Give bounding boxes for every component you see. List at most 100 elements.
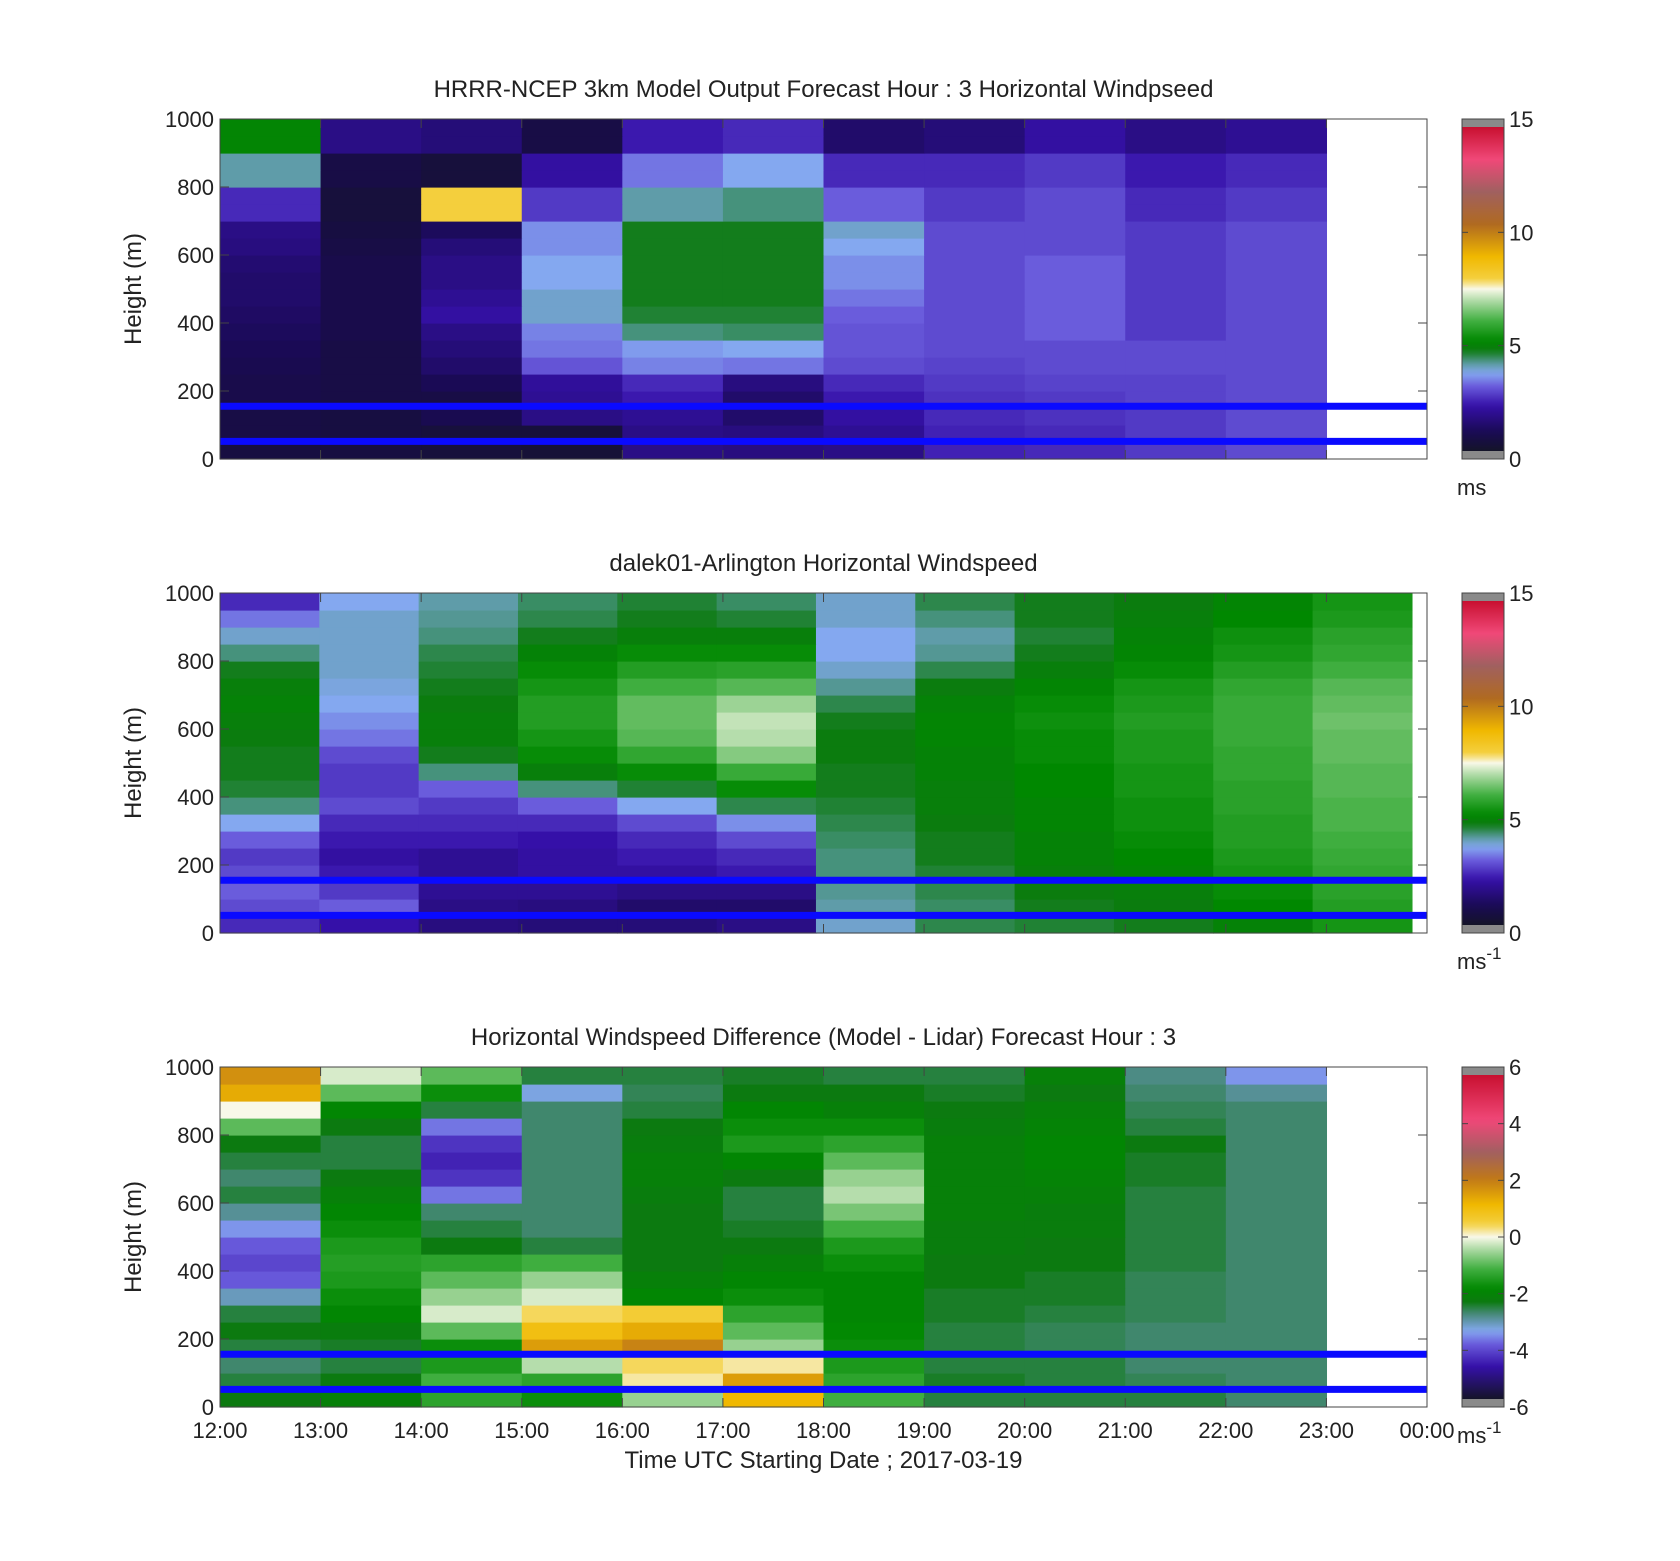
heatmap-cell xyxy=(924,272,1026,290)
heatmap-cell xyxy=(1024,1135,1126,1153)
heatmap-cell xyxy=(915,644,1016,662)
heatmap-cell xyxy=(722,408,825,426)
heatmap-cell xyxy=(1225,1203,1328,1221)
heatmap-cell xyxy=(220,780,320,798)
heatmap-cell xyxy=(220,661,320,679)
y-tick-label: 800 xyxy=(177,649,214,674)
heatmap-cell xyxy=(421,1390,523,1408)
colorbar-tick-label: 0 xyxy=(1509,447,1521,472)
heatmap-cell xyxy=(815,593,916,611)
heatmap-cell xyxy=(924,1390,1026,1408)
heatmap-cell xyxy=(1225,1390,1328,1408)
colorbar-unit-base: ms xyxy=(1457,949,1486,974)
colorbar-gradient xyxy=(1462,127,1504,451)
heatmap-cell xyxy=(617,678,718,696)
heatmap-cell xyxy=(823,119,925,137)
heatmap-cell xyxy=(220,170,322,188)
heatmap-cell xyxy=(915,593,1016,611)
heatmap-cell xyxy=(915,610,1016,628)
heatmap-cell xyxy=(517,712,618,730)
heatmap-cell xyxy=(823,1220,925,1238)
heatmap-cell xyxy=(517,678,618,696)
heatmap-cell xyxy=(1024,1118,1126,1136)
heatmap-cell xyxy=(320,1271,422,1289)
x-tick-label: 16:00 xyxy=(595,1418,650,1443)
heatmap-cell xyxy=(815,644,916,662)
heatmap-cell xyxy=(319,780,420,798)
heatmap-cell xyxy=(1213,678,1314,696)
heatmap-cell xyxy=(418,712,519,730)
heatmap-cell xyxy=(1225,1254,1328,1272)
heatmap-cell xyxy=(319,627,420,645)
heatmap-cell xyxy=(220,1084,322,1102)
heatmap-cell xyxy=(1014,746,1115,764)
heatmap-cell xyxy=(1024,221,1126,239)
heatmap-cell xyxy=(716,644,817,662)
heatmap-cell xyxy=(924,1356,1026,1374)
heatmap-cell xyxy=(1024,170,1126,188)
heatmap-cell xyxy=(418,627,519,645)
heatmap-cell xyxy=(421,1288,523,1306)
heatmap-cell xyxy=(421,1084,523,1102)
heatmap-cell xyxy=(823,272,925,290)
heatmap-cell xyxy=(521,1271,623,1289)
y-tick-label: 400 xyxy=(177,1259,214,1284)
heatmap-cell xyxy=(1113,712,1214,730)
heatmap-cell xyxy=(722,1271,825,1289)
heatmap-cell xyxy=(1024,272,1126,290)
heatmap-cell xyxy=(421,153,523,171)
heatmap-cell xyxy=(617,729,718,747)
heatmap-cell xyxy=(1113,882,1214,900)
y-tick-label: 400 xyxy=(177,311,214,336)
heatmap-cell xyxy=(716,916,817,934)
heatmap-cell xyxy=(521,1169,623,1187)
heatmap-cell xyxy=(320,170,422,188)
heatmap-cell xyxy=(418,746,519,764)
heatmap-cell xyxy=(1225,1237,1328,1255)
heatmap-cell xyxy=(1312,848,1413,866)
heatmap-cell xyxy=(716,712,817,730)
heatmap-cell xyxy=(1113,746,1214,764)
heatmap-cell xyxy=(622,306,724,324)
heatmap-cell xyxy=(823,1271,925,1289)
heatmap-cell xyxy=(722,1203,825,1221)
heatmap-cell xyxy=(1225,357,1328,375)
panel-title: dalek01-Arlington Horizontal Windspeed xyxy=(609,550,1037,577)
heatmap-cell xyxy=(1125,1237,1227,1255)
heatmap-cell xyxy=(1113,695,1214,713)
heatmap-cell xyxy=(924,119,1026,137)
heatmap-cell xyxy=(815,848,916,866)
heatmap-cell xyxy=(1113,644,1214,662)
heatmap-cell xyxy=(622,136,724,154)
heatmap-cell xyxy=(722,1118,825,1136)
heatmap-cell xyxy=(320,323,422,341)
heatmap-cell xyxy=(823,357,925,375)
heatmap-cell xyxy=(1024,255,1126,273)
heatmap-cell xyxy=(1024,1203,1126,1221)
heatmap-cell xyxy=(521,1135,623,1153)
heatmap-cell xyxy=(1125,1305,1227,1323)
heatmap-cell xyxy=(722,187,825,205)
heatmap-cell xyxy=(1014,678,1115,696)
heatmap-cell xyxy=(1213,797,1314,815)
heatmap-cell xyxy=(722,1186,825,1204)
heatmap-cell xyxy=(722,1101,825,1119)
heatmap-cell xyxy=(1225,119,1328,137)
heatmap-cell xyxy=(320,442,422,460)
panel-2: dalek01-Arlington Horizontal Windspeed 0 2… xyxy=(120,550,1533,974)
heatmap-cell xyxy=(220,746,320,764)
heatmap-cell xyxy=(1125,340,1227,358)
heatmap-cell xyxy=(521,153,623,171)
heatmap-cell xyxy=(1113,763,1214,781)
heatmap-cell xyxy=(1312,814,1413,832)
heatmap-cell xyxy=(1125,357,1227,375)
heatmap-cell xyxy=(319,712,420,730)
heatmap-cell xyxy=(1312,882,1413,900)
heatmap-cell xyxy=(1225,1135,1328,1153)
heatmap-cell xyxy=(521,306,623,324)
heatmap-cell xyxy=(722,1288,825,1306)
heatmap-cell xyxy=(320,1237,422,1255)
heatmap-cell xyxy=(1312,729,1413,747)
heatmap-cell xyxy=(1312,916,1413,934)
heatmap-cell xyxy=(1113,814,1214,832)
